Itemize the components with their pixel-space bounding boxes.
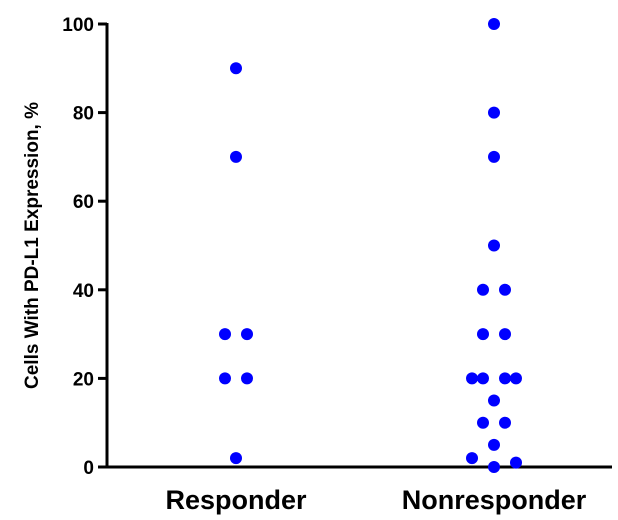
x-axis-category-labels: Responder Nonresponder bbox=[165, 485, 586, 515]
y-tick-label: 100 bbox=[62, 15, 94, 36]
x-category-label: Responder bbox=[165, 485, 307, 515]
y-tick-label: 20 bbox=[73, 369, 94, 390]
data-point-responder bbox=[230, 150, 242, 163]
data-point-nonresponder bbox=[488, 239, 500, 252]
data-point-responder bbox=[241, 328, 253, 341]
data-point-nonresponder bbox=[499, 328, 511, 341]
y-axis-ticks bbox=[98, 22, 107, 469]
data-point-nonresponder bbox=[499, 283, 511, 296]
data-point-nonresponder bbox=[488, 461, 500, 473]
data-point-nonresponder bbox=[477, 283, 489, 296]
data-point-nonresponder bbox=[477, 416, 489, 429]
data-point-nonresponder bbox=[510, 372, 522, 385]
data-point-responder bbox=[230, 452, 242, 465]
data-point-responder bbox=[230, 62, 242, 75]
axes bbox=[105, 23, 612, 469]
y-tick-label: 60 bbox=[73, 192, 94, 213]
data-point-nonresponder bbox=[488, 150, 500, 163]
data-point-responder bbox=[219, 372, 231, 385]
data-point-responder bbox=[219, 328, 231, 341]
y-tick-label: 40 bbox=[73, 281, 94, 302]
y-tick-label: 0 bbox=[83, 458, 94, 479]
data-point-nonresponder bbox=[510, 456, 522, 469]
data-points bbox=[219, 18, 522, 473]
x-category-label: Nonresponder bbox=[402, 485, 587, 515]
data-point-nonresponder bbox=[488, 106, 500, 119]
data-point-nonresponder bbox=[466, 452, 478, 465]
data-point-nonresponder bbox=[499, 416, 511, 429]
data-point-nonresponder bbox=[488, 18, 500, 30]
y-axis-tick-labels: 0 20 40 60 80 100 bbox=[62, 15, 94, 479]
data-point-nonresponder bbox=[488, 438, 500, 451]
y-tick-label: 80 bbox=[73, 104, 94, 125]
y-axis-title: Cells With PD-L1 Expression, % bbox=[22, 102, 43, 389]
data-point-nonresponder bbox=[477, 328, 489, 341]
data-point-nonresponder bbox=[466, 372, 478, 385]
data-point-nonresponder bbox=[477, 372, 489, 385]
data-point-responder bbox=[241, 372, 253, 385]
data-point-nonresponder bbox=[499, 372, 511, 385]
data-point-nonresponder bbox=[488, 394, 500, 407]
